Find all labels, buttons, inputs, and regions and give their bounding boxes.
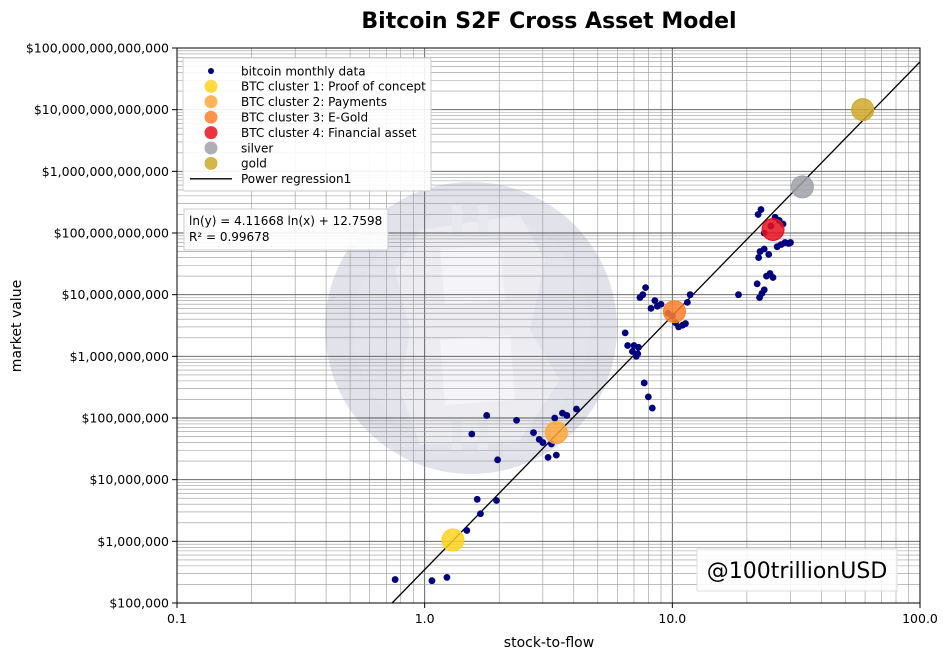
monthly-data-point (563, 412, 571, 419)
legend-swatch-dot (204, 126, 218, 140)
legend-swatch-dot (204, 141, 218, 155)
monthly-data-point (648, 404, 656, 412)
chart-title: Bitcoin S2F Cross Asset Model (361, 9, 736, 34)
monthly-data-point (624, 342, 632, 349)
legend-swatch-dot (204, 79, 218, 93)
monthly-data-point (757, 206, 765, 213)
y-tick-label: $1,000,000,000 (70, 349, 169, 364)
y-tick-label: $100,000,000 (82, 411, 170, 426)
monthly-data-point (735, 291, 742, 299)
monthly-data-point (753, 280, 761, 288)
y-axis-label: market value (9, 280, 25, 372)
x-tick-label: 10.0 (658, 611, 686, 626)
y-tick-label: $100,000,000,000,000 (26, 41, 169, 56)
monthly-data-point (483, 412, 491, 419)
legend-label: BTC cluster 3: E-Gold (241, 111, 368, 125)
monthly-data-point (651, 297, 659, 305)
monthly-data-point (634, 350, 642, 358)
x-tick-label: 0.1 (167, 611, 187, 626)
legend-swatch-dot (204, 110, 218, 124)
monthly-data-point (683, 298, 691, 306)
monthly-data-point (513, 416, 520, 424)
y-tick-label: $1,000,000,000,000 (42, 164, 169, 179)
monthly-data-point (539, 439, 547, 446)
y-tick-label: $10,000,000 (89, 472, 169, 487)
y-tick-label: $10,000,000,000 (62, 287, 169, 302)
author-handle-text: @100trillionUSD (707, 559, 888, 584)
regression-annotation: ln(y) = 4.11668 ln(x) + 12.7598 R² = 0.9… (183, 208, 389, 251)
monthly-data-point (755, 254, 762, 261)
y-tick-label: $100,000 (109, 596, 169, 611)
legend-label: BTC cluster 4: Financial asset (241, 126, 417, 140)
x-axis-label: stock-to-flow (504, 635, 594, 651)
monthly-data-point (647, 304, 655, 312)
legend-swatch-dot (208, 68, 214, 74)
x-tick-label: 1.0 (415, 611, 435, 626)
cluster-point (544, 421, 568, 445)
monthly-data-point (477, 510, 484, 518)
legend-label: Power regression1 (241, 172, 351, 186)
cluster-point (761, 217, 785, 241)
legend-label: BTC cluster 1: Proof of concept (241, 80, 426, 94)
monthly-data-point (551, 414, 559, 422)
monthly-data-point (428, 577, 436, 585)
legend-label: gold (241, 157, 267, 171)
monthly-data-point (760, 245, 768, 253)
cluster-point (662, 300, 686, 324)
legend-swatch-dot (204, 95, 218, 109)
legend-swatch-dot (204, 156, 218, 170)
monthly-data-point (494, 456, 501, 464)
monthly-data-point (463, 527, 471, 534)
cluster-point (851, 98, 875, 122)
data-points (391, 98, 875, 585)
monthly-data-point (493, 497, 500, 504)
r-squared: R² = 0.99678 (189, 230, 269, 244)
axis-ticks: 0.1 1.0 10.0 100.0 $100,000 $1,000,000 $10,000… (26, 41, 938, 627)
monthly-data-point (760, 286, 768, 294)
monthly-data-point (473, 495, 481, 503)
monthly-data-point (552, 451, 560, 459)
monthly-data-point (391, 576, 399, 583)
y-tick-label: $1,000,000 (97, 534, 169, 549)
monthly-data-point (644, 393, 652, 401)
cluster-point (790, 175, 814, 199)
y-tick-label: $10,000,000,000,000 (34, 102, 169, 117)
monthly-data-point (686, 291, 694, 299)
legend-label: BTC cluster 2: Payments (241, 95, 387, 109)
x-tick-label: 100.0 (902, 611, 938, 626)
legend-label: silver (241, 141, 273, 155)
monthly-data-point (640, 379, 648, 387)
legend-label: bitcoin monthly data (241, 64, 366, 78)
monthly-data-point (769, 274, 777, 281)
monthly-data-point (468, 430, 476, 438)
legend: bitcoin monthly data BTC cluster 1: Proof… (182, 57, 432, 192)
monthly-data-point (629, 348, 636, 355)
cluster-point (441, 528, 465, 552)
monthly-data-point (787, 239, 794, 246)
plot-frame (176, 47, 921, 604)
monthly-data-point (639, 291, 647, 299)
monthly-data-point (657, 300, 665, 308)
monthly-data-point (530, 429, 537, 436)
y-tick-label: $100,000,000,000 (54, 226, 169, 241)
monthly-data-point (544, 453, 552, 461)
monthly-data-point (621, 329, 629, 337)
bitcoin-logo-watermark (325, 182, 617, 474)
regression-equation: ln(y) = 4.11668 ln(x) + 12.7598 (189, 214, 382, 228)
monthly-data-point (443, 574, 451, 581)
monthly-data-point (765, 250, 773, 258)
monthly-data-point (635, 343, 642, 351)
author-handle: @100trillionUSD (696, 548, 898, 592)
monthly-data-point (573, 405, 580, 413)
monthly-data-point (682, 320, 689, 327)
monthly-data-point (642, 284, 650, 292)
